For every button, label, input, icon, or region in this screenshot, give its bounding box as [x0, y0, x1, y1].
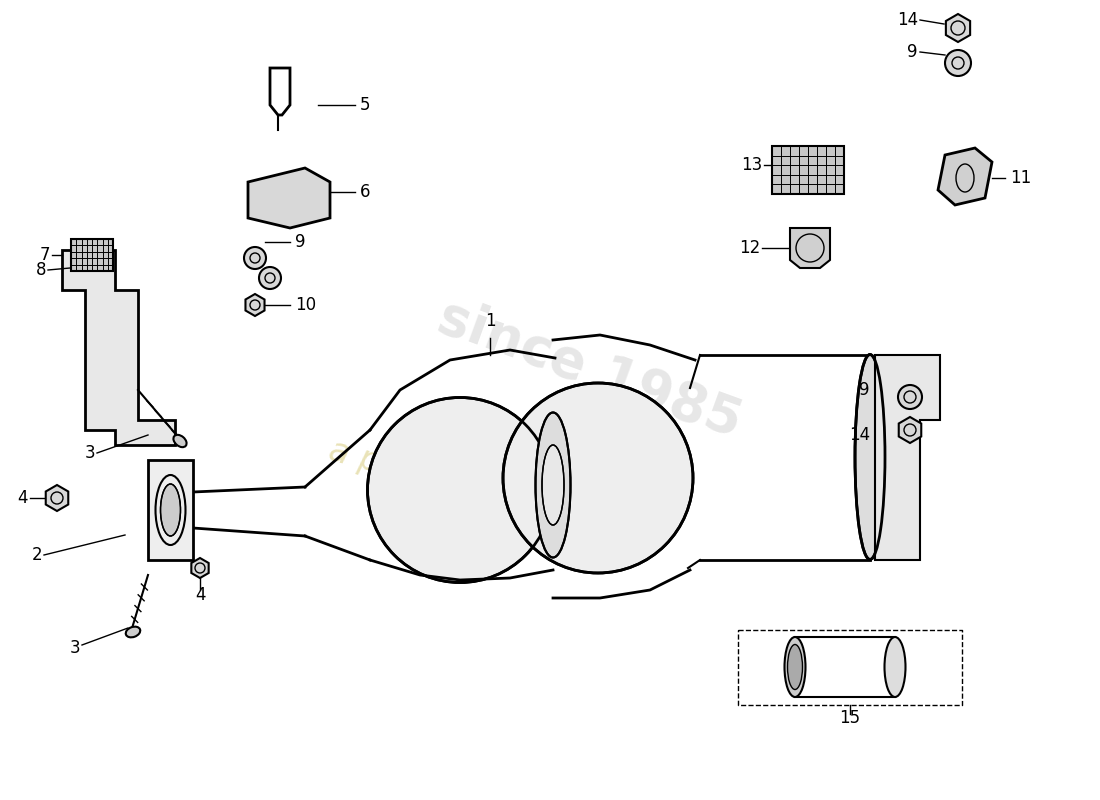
- Ellipse shape: [174, 435, 187, 447]
- Ellipse shape: [367, 398, 552, 582]
- Polygon shape: [874, 355, 940, 560]
- Text: 8: 8: [35, 261, 46, 279]
- Ellipse shape: [536, 413, 571, 558]
- Circle shape: [945, 50, 971, 76]
- Text: 3: 3: [85, 444, 95, 462]
- Polygon shape: [245, 294, 264, 316]
- Polygon shape: [790, 228, 830, 268]
- Text: 15: 15: [839, 709, 860, 727]
- Ellipse shape: [884, 637, 905, 697]
- Text: 4: 4: [18, 489, 28, 507]
- Text: a passion for parts: a passion for parts: [326, 434, 635, 546]
- Text: 5: 5: [360, 96, 371, 114]
- FancyBboxPatch shape: [772, 146, 844, 194]
- Circle shape: [244, 247, 266, 269]
- Text: 14: 14: [896, 11, 918, 29]
- Polygon shape: [946, 14, 970, 42]
- Polygon shape: [46, 485, 68, 511]
- Ellipse shape: [788, 645, 803, 690]
- Text: 9: 9: [908, 43, 918, 61]
- Polygon shape: [248, 168, 330, 228]
- Text: 9: 9: [859, 381, 870, 399]
- Polygon shape: [62, 250, 175, 445]
- Text: 9: 9: [295, 233, 306, 251]
- Ellipse shape: [503, 383, 693, 573]
- Ellipse shape: [542, 445, 564, 525]
- Circle shape: [258, 267, 280, 289]
- Text: 3: 3: [69, 639, 80, 657]
- Text: 2: 2: [32, 546, 42, 564]
- Ellipse shape: [125, 626, 141, 638]
- Text: 14: 14: [849, 426, 870, 444]
- FancyBboxPatch shape: [72, 239, 113, 271]
- FancyBboxPatch shape: [148, 460, 192, 560]
- Text: 7: 7: [40, 246, 49, 264]
- Circle shape: [898, 385, 922, 409]
- Text: 4: 4: [195, 586, 206, 604]
- Polygon shape: [938, 148, 992, 205]
- Text: 6: 6: [360, 183, 371, 201]
- Text: 12: 12: [739, 239, 760, 257]
- Ellipse shape: [784, 637, 805, 697]
- Text: 13: 13: [740, 156, 762, 174]
- Text: since 1985: since 1985: [431, 291, 749, 449]
- Ellipse shape: [855, 354, 886, 559]
- Text: 10: 10: [295, 296, 316, 314]
- Polygon shape: [899, 417, 922, 443]
- Text: 1: 1: [485, 312, 495, 330]
- Ellipse shape: [161, 484, 180, 536]
- Polygon shape: [191, 558, 209, 578]
- Text: 11: 11: [1010, 169, 1032, 187]
